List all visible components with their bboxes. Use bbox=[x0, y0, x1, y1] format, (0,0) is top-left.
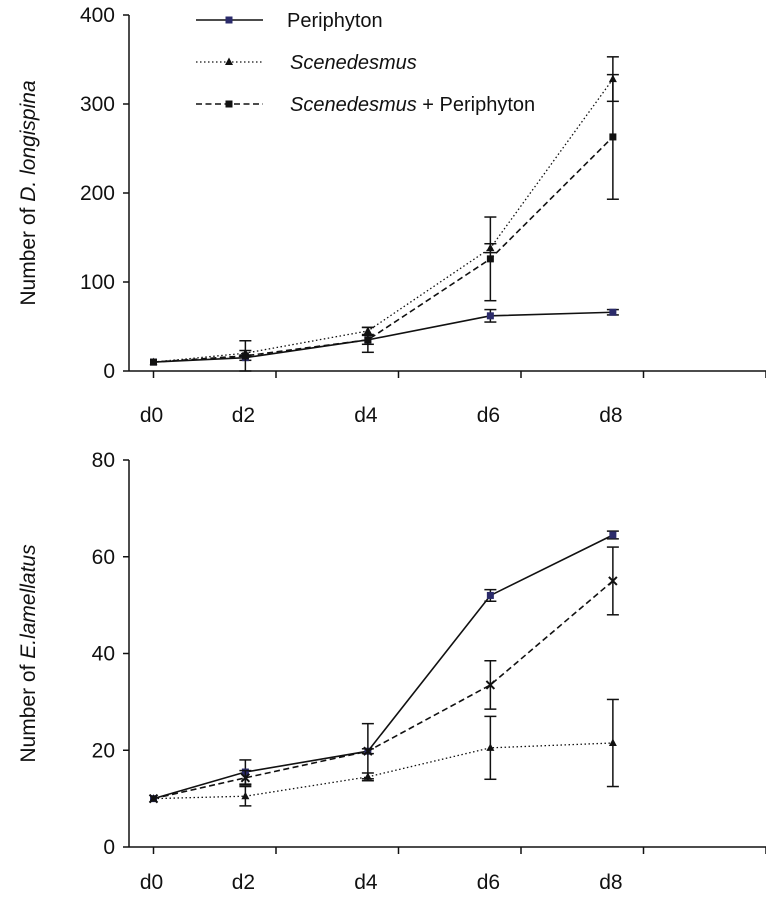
y-axis-title-part: Number of bbox=[17, 202, 40, 306]
legend-marker bbox=[225, 16, 233, 24]
data-point bbox=[486, 255, 494, 263]
y-tick-label: 40 bbox=[92, 643, 115, 666]
series-scenedesmus-periphyton bbox=[150, 73, 619, 372]
series-scenedesmus-periphyton bbox=[148, 546, 619, 804]
x-tick-label: d8 bbox=[599, 404, 622, 427]
x-tick-label: d2 bbox=[232, 404, 255, 427]
data-point bbox=[241, 791, 250, 800]
legend-label: Scenedesmus + Periphyton bbox=[290, 94, 535, 116]
y-axis-title: Number of D. longispina bbox=[17, 80, 40, 305]
chart-panel-e-lamellatus: 0 20 40 60 80 d0 d2 d4 d6 d8 Number of E.lamellatu… bbox=[17, 449, 766, 894]
y-axis-title-part: D. longispina bbox=[17, 80, 40, 201]
y-tick-label: 400 bbox=[80, 4, 115, 27]
y-axis-title: Number of E.lamellatus bbox=[17, 544, 40, 763]
legend-marker bbox=[225, 57, 233, 65]
x-tick-label: d8 bbox=[599, 871, 622, 894]
data-point bbox=[609, 531, 617, 539]
y-tick-label: 200 bbox=[80, 182, 115, 205]
y-axis-title-part: E.lamellatus bbox=[17, 544, 40, 659]
x-tick-label: d6 bbox=[477, 871, 500, 894]
legend-label-part: + Periphyton bbox=[417, 94, 535, 116]
data-point bbox=[609, 308, 617, 316]
legend-item-0: Periphyton bbox=[196, 10, 383, 32]
legend-label-part: Scenedesmus bbox=[290, 52, 417, 74]
legend-label: Periphyton bbox=[287, 10, 383, 32]
series-line-periphyton bbox=[153, 311, 613, 363]
data-point bbox=[486, 743, 495, 751]
x-tick-label: d2 bbox=[232, 871, 255, 894]
data-point bbox=[148, 793, 159, 804]
data-point bbox=[241, 352, 249, 360]
y-tick-label: 300 bbox=[80, 93, 115, 116]
data-point bbox=[363, 746, 373, 756]
legend-marker bbox=[225, 100, 233, 108]
legend-label-part: Scenedesmus bbox=[290, 94, 417, 116]
y-tick-label: 0 bbox=[103, 836, 115, 859]
legend-label: Scenedesmus bbox=[290, 52, 417, 74]
y-tick-label: 80 bbox=[92, 449, 115, 472]
y-tick-label: 60 bbox=[92, 546, 115, 569]
series-line-scenedesmus bbox=[153, 742, 613, 800]
data-point bbox=[150, 358, 157, 366]
data-point bbox=[240, 773, 251, 783]
series-line-scenedesmus bbox=[153, 78, 614, 363]
data-point bbox=[608, 738, 617, 746]
series-periphyton bbox=[150, 530, 619, 803]
y-tick-label: 100 bbox=[80, 271, 115, 294]
legend-label-part: Periphyton bbox=[287, 10, 383, 32]
series-scenedesmus bbox=[149, 698, 619, 807]
x-tick-label: d4 bbox=[354, 871, 378, 894]
data-point bbox=[486, 591, 494, 599]
y-tick-label: 0 bbox=[103, 360, 115, 383]
x-tick-label: d6 bbox=[477, 404, 500, 427]
y-axis-title-part: Number of bbox=[17, 659, 40, 763]
x-tick-label: d0 bbox=[140, 404, 163, 427]
legend-item-1: Scenedesmus bbox=[196, 52, 417, 74]
chart-panel-d-longispina: 0 100 200 300 400 d0 d2 d4 d6 d8 Number of D. long… bbox=[17, 4, 766, 427]
series-line-periphyton bbox=[153, 534, 614, 800]
data-point bbox=[608, 576, 618, 586]
x-tick-label: d0 bbox=[140, 871, 163, 894]
series-line-scenedesmus-periphyton bbox=[153, 136, 614, 363]
x-tick-label: d4 bbox=[354, 404, 378, 427]
data-point bbox=[486, 312, 494, 320]
data-point bbox=[609, 133, 617, 141]
series-line-scenedesmus-periphyton bbox=[153, 580, 614, 800]
legend-item-2: Scenedesmus + Periphyton bbox=[196, 94, 535, 116]
data-point bbox=[485, 680, 496, 690]
y-tick-label: 20 bbox=[92, 739, 115, 762]
data-point bbox=[364, 336, 372, 344]
